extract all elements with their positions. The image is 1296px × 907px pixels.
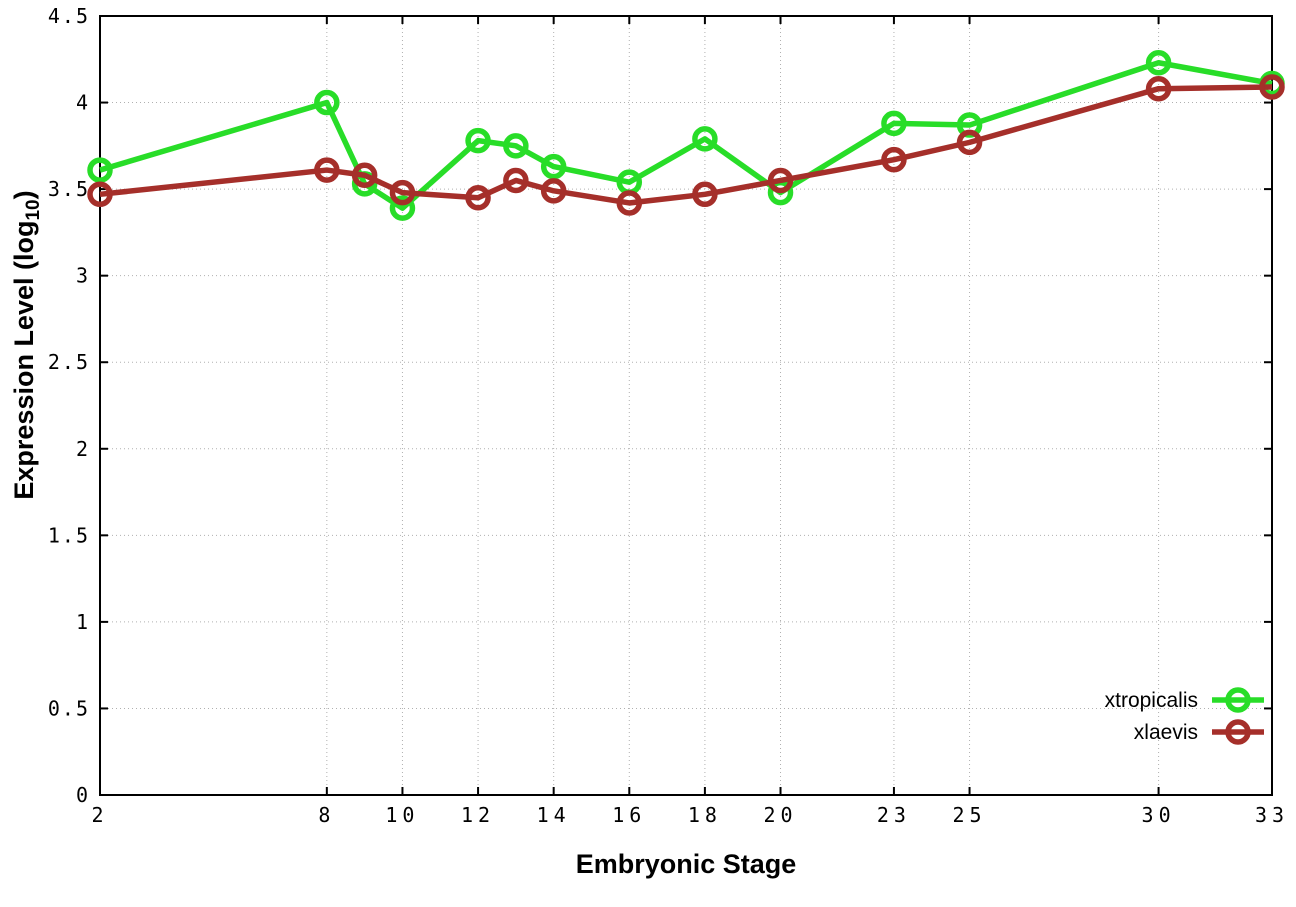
- y-tick-label-3: 3: [76, 264, 90, 288]
- y-tick-label-1.5: 1.5: [48, 523, 90, 547]
- legend-sample-marker-xtropicalis: [1225, 687, 1251, 713]
- y-tick-label-1: 1: [76, 610, 90, 634]
- xlaevis-point-stage-12: [465, 185, 491, 211]
- xtropicalis-point-stage-8: [314, 89, 340, 116]
- xtropicalis-point-stage-10: [389, 195, 416, 221]
- series-line-xtropicalis: [99, 59, 1273, 211]
- x-tick-label-16: 16: [612, 803, 646, 827]
- x-tick-label-8: 8: [318, 803, 335, 827]
- x-axis-title: Embryonic Stage: [575, 849, 797, 879]
- xlaevis-point-stage-14: [540, 178, 567, 204]
- y-tick-label-2: 2: [76, 437, 90, 461]
- y-tick-label-0.5: 0.5: [48, 696, 90, 720]
- xlaevis-point-stage-10: [389, 179, 416, 206]
- y-tick-label-4: 4: [76, 91, 90, 115]
- xlaevis-point-stage-13: [503, 167, 529, 194]
- series-line-xlaevis: [99, 84, 1273, 206]
- xlaevis-point-stage-20: [767, 167, 794, 194]
- x-tick-label-33: 33: [1255, 803, 1289, 827]
- x-tick-label-18: 18: [688, 803, 722, 827]
- xtropicalis-point-stage-30: [1145, 49, 1172, 76]
- xlaevis-point-stage-23: [881, 146, 907, 173]
- xlaevis-point-stage-18: [692, 181, 718, 208]
- xlaevis-point-stage-25: [956, 129, 983, 156]
- x-tick-label-10: 10: [385, 803, 419, 827]
- xtropicalis-point-stage-13: [503, 133, 529, 159]
- x-tick-label-25: 25: [953, 803, 987, 827]
- y-tick-label-0: 0: [76, 783, 90, 807]
- xlaevis-point-stage-33: [1259, 74, 1285, 100]
- xtropicalis-point-stage-23: [881, 110, 907, 137]
- y-axis-title-suffix: ): [9, 190, 39, 200]
- legend-label-xtropicalis: xtropicalis: [1105, 689, 1198, 712]
- xlaevis-point-stage-8: [314, 157, 340, 183]
- x-tick-label-23: 23: [877, 803, 911, 827]
- y-tick-label-2.5: 2.5: [48, 350, 90, 374]
- plot-border: [99, 15, 1273, 796]
- y-tick-label-4.5: 4.5: [48, 4, 90, 28]
- y-tick-label-3.5: 3.5: [48, 177, 90, 201]
- x-tick-label-14: 14: [537, 803, 571, 827]
- xtropicalis-point-stage-2: [87, 157, 113, 183]
- xlaevis-point-stage-30: [1145, 75, 1172, 102]
- y-axis-title-text: Expression Level (log: [9, 220, 39, 500]
- xtropicalis-point-stage-12: [465, 127, 491, 154]
- xlaevis-point-stage-9: [351, 162, 378, 189]
- x-tick-label-2: 2: [91, 803, 108, 827]
- y-axis-title: Expression Level (log10): [9, 190, 45, 499]
- x-tick-label-20: 20: [763, 803, 797, 827]
- legend-sample-marker-xlaevis: [1225, 719, 1251, 745]
- x-tick-label-12: 12: [461, 803, 495, 827]
- xtropicalis-point-stage-14: [540, 153, 567, 180]
- y-axis-title-subscript: 10: [23, 199, 44, 221]
- xlaevis-point-stage-16: [616, 190, 643, 216]
- legend-label-xlaevis: xlaevis: [1134, 721, 1198, 744]
- xtropicalis-point-stage-18: [692, 126, 718, 152]
- xlaevis-point-stage-2: [87, 181, 113, 208]
- x-tick-label-30: 30: [1142, 803, 1176, 827]
